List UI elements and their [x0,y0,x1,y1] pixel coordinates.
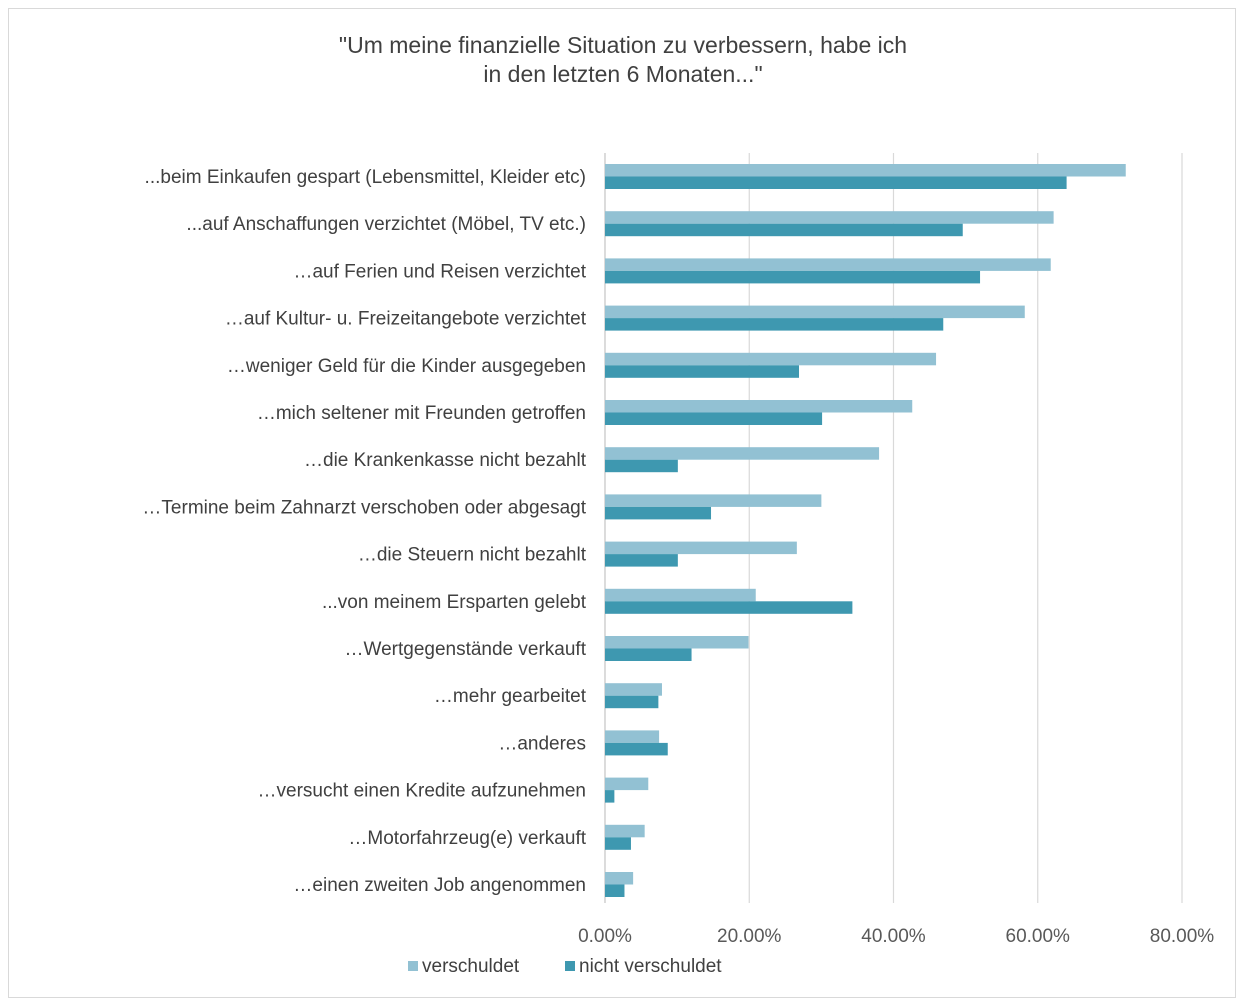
bar-nicht-verschuldet-8 [605,554,678,567]
category-label-1: ...auf Anschaffungen verzichtet (Möbel, … [186,214,586,235]
category-label-10: …Wertgegenstände verkauft [344,639,586,660]
category-label-0: ...beim Einkaufen gespart (Lebensmittel,… [145,167,586,188]
x-tick-label-1: 20.00% [717,926,782,947]
bar-nicht-verschuldet-10 [605,648,692,661]
chart-title-line-2: in den letzten 6 Monaten..." [483,61,762,87]
bar-nicht-verschuldet-1 [605,223,963,237]
legend-swatch-verschuldet [408,961,418,971]
bar-verschuldet-6 [605,447,880,460]
bar-nicht-verschuldet-4 [605,365,800,378]
legend-label-verschuldet: verschuldet [422,956,520,977]
bar-nicht-verschuldet-2 [605,270,981,284]
bar-verschuldet-11 [605,683,662,696]
bar-verschuldet-15 [605,872,634,885]
bar-verschuldet-10 [605,636,749,649]
bar-nicht-verschuldet-9 [605,601,853,614]
bar-verschuldet-3 [605,305,1025,319]
category-label-3: …auf Kultur- u. Freizeitangebote verzich… [225,309,587,330]
bar-nicht-verschuldet-12 [605,742,668,756]
bar-nicht-verschuldet-13 [605,790,615,803]
category-label-12: …anderes [498,733,586,754]
x-axis-ticks: 0.00% 20.00% 40.00% 60.00% 80.00% [578,926,1214,947]
bar-nicht-verschuldet-14 [605,837,631,850]
bar-nicht-verschuldet-7 [605,506,712,520]
bar-verschuldet-4 [605,352,937,366]
legend-swatch-nicht-verschuldet [565,961,575,971]
bar-verschuldet-5 [605,400,913,413]
bar-verschuldet-13 [605,777,649,791]
bar-nicht-verschuldet-11 [605,695,659,709]
x-tick-label-3: 60.00% [1006,926,1071,947]
category-label-2: …auf Ferien und Reisen verzichtet [293,261,586,282]
bar-verschuldet-1 [605,211,1054,224]
category-label-9: ...von meinem Ersparten gelebt [322,592,587,613]
bar-nicht-verschuldet-3 [605,318,944,331]
category-labels: ...beim Einkaufen gespart (Lebensmittel,… [142,167,586,896]
bar-nicht-verschuldet-15 [605,884,625,897]
bar-verschuldet-12 [605,730,660,743]
category-label-13: …versucht einen Kredite aufzunehmen [258,781,586,802]
category-label-15: …einen zweiten Job angenommen [293,875,586,896]
x-tick-label-2: 40.00% [861,926,926,947]
bar-verschuldet-9 [605,588,756,602]
bar-verschuldet-8 [605,541,797,555]
category-label-6: …die Krankenkasse nicht bezahlt [304,450,587,471]
x-tick-label-0: 0.00% [578,926,632,947]
category-label-7: …Termine beim Zahnarzt verschoben oder a… [142,497,586,518]
bar-verschuldet-2 [605,258,1051,271]
chart-title: "Um meine finanzielle Situation zu verbe… [339,32,907,87]
category-label-5: …mich seltener mit Freunden getroffen [257,403,586,424]
legend: verschuldet nicht verschuldet [408,956,722,977]
category-label-11: …mehr gearbeitet [434,686,587,707]
bar-verschuldet-14 [605,824,645,838]
category-label-14: …Motorfahrzeug(e) verkauft [348,828,586,849]
chart-title-line-1: "Um meine finanzielle Situation zu verbe… [339,32,907,58]
bar-nicht-verschuldet-5 [605,412,823,425]
category-label-8: …die Steuern nicht bezahlt [358,545,587,566]
category-label-4: …weniger Geld für die Kinder ausgegeben [227,356,586,377]
bar-nicht-verschuldet-6 [605,459,678,473]
x-tick-label-4: 80.00% [1150,926,1215,947]
bar-verschuldet-7 [605,494,822,507]
bar-nicht-verschuldet-0 [605,176,1067,189]
legend-label-nicht-verschuldet: nicht verschuldet [579,956,722,977]
bars [605,164,1126,897]
bar-verschuldet-0 [605,164,1126,177]
